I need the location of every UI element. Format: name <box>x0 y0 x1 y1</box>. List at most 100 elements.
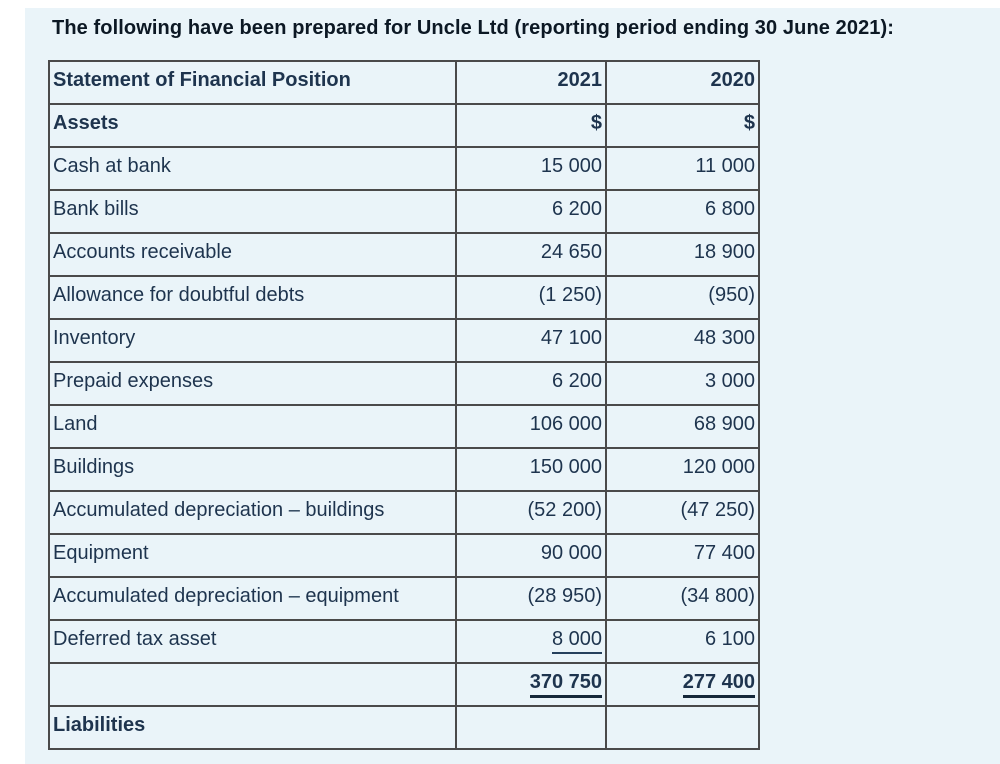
header-col-statement: Statement of Financial Position <box>48 60 457 105</box>
financial-table-body: Statement of Financial Position 2021 202… <box>48 60 760 750</box>
value-2020-cell: (34 800) <box>605 576 760 621</box>
row-value-text: (28 950) <box>527 585 603 607</box>
row-label-cell: Liabilities <box>48 705 457 750</box>
value-2020-cell: 277 400 <box>605 662 760 707</box>
row-label-cell: Land <box>48 404 457 449</box>
row-value-text: 48 300 <box>693 327 755 349</box>
row-value-text: 18 900 <box>693 241 755 263</box>
row-value-text: 6 100 <box>704 628 755 650</box>
row-label-text: Accumulated depreciation – equipment <box>53 585 399 607</box>
table-row: Buildings 150 000 120 000 <box>48 447 760 492</box>
row-value-text: 370 750 <box>529 671 602 698</box>
row-label-text: Assets <box>53 112 119 134</box>
row-label-cell: Buildings <box>48 447 457 492</box>
table-header-row: Statement of Financial Position 2021 202… <box>48 60 760 105</box>
row-value-text: (47 250) <box>680 499 756 521</box>
row-value-text: 11 000 <box>695 155 755 177</box>
row-value-text: $ <box>590 112 602 134</box>
row-value-text: $ <box>743 112 755 134</box>
row-label-cell: Bank bills <box>48 189 457 234</box>
row-value-text: 90 000 <box>540 542 602 564</box>
value-2020-cell: 68 900 <box>605 404 760 449</box>
row-value-text: (1 250) <box>538 284 602 306</box>
value-2020-cell: $ <box>605 103 760 148</box>
row-value-text: 150 000 <box>529 456 602 478</box>
value-2020-cell: 77 400 <box>605 533 760 578</box>
row-label-text: Buildings <box>53 456 135 478</box>
row-label-text: Accumulated depreciation – buildings <box>53 499 385 521</box>
row-label-text: Prepaid expenses <box>53 370 214 392</box>
value-2021-cell: 150 000 <box>455 447 607 492</box>
financial-position-table: Statement of Financial Position 2021 202… <box>48 60 760 750</box>
value-2021-cell: 8 000 <box>455 619 607 664</box>
value-2021-cell: 15 000 <box>455 146 607 191</box>
row-value-text: 8 000 <box>551 628 602 654</box>
row-value-text: 6 800 <box>704 198 755 220</box>
value-2021-cell: (28 950) <box>455 576 607 621</box>
table-row: Land 106 000 68 900 <box>48 404 760 449</box>
row-label-cell: Cash at bank <box>48 146 457 191</box>
row-label-cell: Inventory <box>48 318 457 363</box>
table-row: Accounts receivable 24 650 18 900 <box>48 232 760 277</box>
row-label-cell: Accounts receivable <box>48 232 457 277</box>
value-2021-cell: (1 250) <box>455 275 607 320</box>
table-row: Allowance for doubtful debts (1 250) (950) <box>48 275 760 320</box>
value-2021-cell: 24 650 <box>455 232 607 277</box>
table-row: Liabilities <box>48 705 760 750</box>
row-label-text: Bank bills <box>53 198 139 220</box>
row-label-cell <box>48 662 457 707</box>
row-label-text: Liabilities <box>53 714 146 736</box>
value-2020-cell: 11 000 <box>605 146 760 191</box>
row-label-text: Allowance for doubtful debts <box>53 284 305 306</box>
table-row: Accumulated depreciation – equipment (28 … <box>48 576 760 621</box>
row-value-text: (950) <box>708 284 755 306</box>
header-col-2020: 2020 <box>605 60 760 105</box>
row-value-text: 106 000 <box>529 413 602 435</box>
row-label-text: Accounts receivable <box>53 241 232 263</box>
value-2021-cell: 106 000 <box>455 404 607 449</box>
value-2020-cell: (950) <box>605 275 760 320</box>
table-row: Assets $ $ <box>48 103 760 148</box>
page-title: The following have been prepared for Unc… <box>52 17 895 39</box>
row-label-cell: Assets <box>48 103 457 148</box>
row-value-text: 47 100 <box>540 327 602 349</box>
value-2021-cell: 47 100 <box>455 318 607 363</box>
value-2021-cell: (52 200) <box>455 490 607 535</box>
table-row: Prepaid expenses 6 200 3 000 <box>48 361 760 406</box>
row-label-cell: Accumulated depreciation – buildings <box>48 490 457 535</box>
row-label-text: Equipment <box>53 542 149 564</box>
table-row: Inventory 47 100 48 300 <box>48 318 760 363</box>
row-label-text: Deferred tax asset <box>53 628 217 650</box>
table-row: Bank bills 6 200 6 800 <box>48 189 760 234</box>
row-value-text: 24 650 <box>540 241 602 263</box>
value-2021-cell: $ <box>455 103 607 148</box>
table-row: Accumulated depreciation – buildings (52 … <box>48 490 760 535</box>
row-label-cell: Equipment <box>48 533 457 578</box>
value-2021-cell <box>455 705 607 750</box>
row-label-cell: Accumulated depreciation – equipment <box>48 576 457 621</box>
row-value-text: (52 200) <box>527 499 603 521</box>
value-2020-cell: 18 900 <box>605 232 760 277</box>
value-2020-cell: 3 000 <box>605 361 760 406</box>
table-row: Deferred tax asset 8 000 6 100 <box>48 619 760 664</box>
row-value-text: 3 000 <box>704 370 755 392</box>
row-label-text: Land <box>53 413 98 435</box>
row-value-text: 77 400 <box>693 542 755 564</box>
value-2021-cell: 6 200 <box>455 189 607 234</box>
value-2020-cell <box>605 705 760 750</box>
row-label-cell: Allowance for doubtful debts <box>48 275 457 320</box>
value-2020-cell: 6 100 <box>605 619 760 664</box>
row-label-cell: Deferred tax asset <box>48 619 457 664</box>
value-2021-cell: 370 750 <box>455 662 607 707</box>
row-label-cell: Prepaid expenses <box>48 361 457 406</box>
header-col-2021: 2021 <box>455 60 607 105</box>
value-2021-cell: 6 200 <box>455 361 607 406</box>
value-2020-cell: 120 000 <box>605 447 760 492</box>
row-value-text: 15 000 <box>540 155 602 177</box>
row-label-text: Inventory <box>53 327 136 349</box>
table-row: Cash at bank 15 000 11 000 <box>48 146 760 191</box>
table-row: Equipment 90 000 77 400 <box>48 533 760 578</box>
row-value-text: 120 000 <box>682 456 755 478</box>
table-row: 370 750 277 400 <box>48 662 760 707</box>
value-2021-cell: 90 000 <box>455 533 607 578</box>
